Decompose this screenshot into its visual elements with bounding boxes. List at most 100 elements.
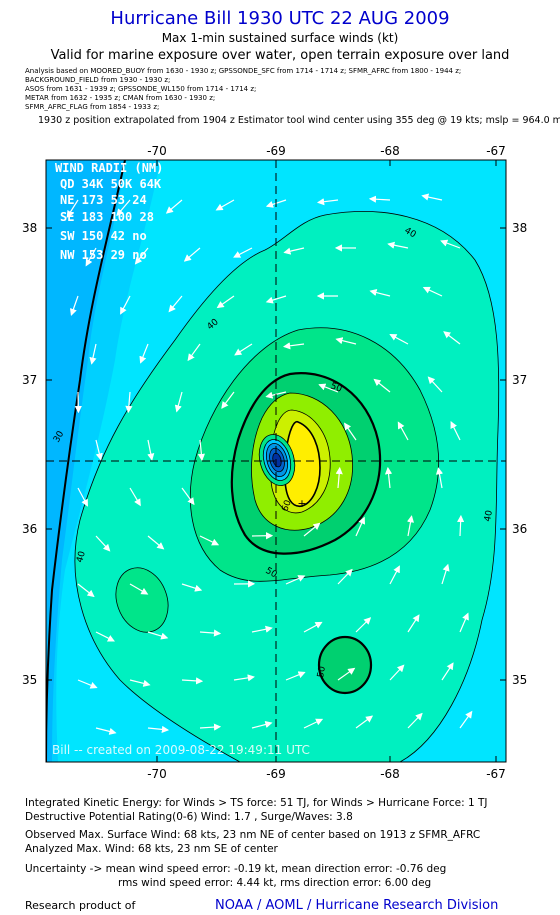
- wind-vector: [95, 535, 111, 552]
- wind-vector: [427, 376, 443, 393]
- wind-vector: [199, 535, 220, 546]
- wind-vector: [421, 193, 443, 201]
- wind-vector: [181, 487, 195, 506]
- wind-vector: [181, 677, 204, 685]
- analysis-line: ASOS from 1631 - 1939 z; GPSSONDE_WL150 …: [25, 85, 257, 93]
- wind-vector: [337, 568, 353, 585]
- contour-label: 40: [75, 550, 88, 564]
- wind-vector: [251, 625, 273, 633]
- contour-label: 50: [316, 665, 328, 678]
- wind-vector: [265, 199, 287, 208]
- wind-vector: [459, 612, 469, 633]
- wind-vector: [335, 466, 343, 489]
- wind-vector: [397, 421, 409, 441]
- contour-label: 40: [483, 509, 495, 522]
- wind-vector: [66, 199, 79, 218]
- wind-vector: [95, 631, 115, 642]
- lat-tick-label: 37: [22, 373, 37, 387]
- wind-radii-row: SW 150 42 no: [60, 229, 147, 243]
- wind-vector: [373, 378, 391, 393]
- wind-vector: [77, 679, 98, 689]
- lat-tick-label: 35: [22, 673, 37, 687]
- research-label: Research product of: [25, 899, 136, 912]
- wind-field: +: [46, 160, 506, 762]
- wind-vector: [368, 195, 391, 203]
- lon-tick-label: -70: [147, 767, 167, 781]
- wind-vector: [355, 715, 374, 729]
- wind-vector: [316, 198, 339, 206]
- wind-vector: [265, 295, 287, 304]
- wind-vector: [318, 383, 339, 393]
- wind-vector: [116, 199, 131, 217]
- wind-vector: [183, 247, 201, 262]
- lon-tick-label: -70: [147, 144, 167, 158]
- wind-vector: [285, 575, 306, 585]
- wind-radii-row: NW 153 29 no: [60, 248, 147, 262]
- lat-tick-label: 38: [512, 221, 527, 235]
- wind-vector: [199, 629, 222, 637]
- lat-tick-label: 36: [22, 522, 37, 536]
- wind-vector: [215, 199, 235, 211]
- wind-vector: [95, 727, 117, 735]
- wind-vector: [355, 516, 366, 537]
- wind-vector: [443, 331, 461, 345]
- analysis-line: Analysis based on MOORED_BUOY from 1630 …: [25, 67, 462, 75]
- wind-vector: [389, 664, 405, 681]
- wind-vector: [168, 295, 183, 313]
- outer-band: [46, 160, 125, 762]
- lon-tick-label: -69: [266, 144, 286, 158]
- rms-line: rms wind speed error: 4.44 kt, rms direc…: [118, 877, 432, 889]
- wind-vector: [344, 422, 357, 441]
- wind-vector: [384, 466, 393, 489]
- wind-radii-table: WIND RADII (NM) QD 34K 50K 64K NE 173 53…: [55, 161, 163, 262]
- wind-vector: [303, 718, 324, 729]
- wind-vector: [147, 439, 155, 461]
- wind-vector: [129, 583, 149, 595]
- wind-vector: [234, 343, 253, 356]
- wind-vector: [335, 337, 357, 345]
- wind-vector: [134, 247, 149, 265]
- wind-radii-header: QD 34K 50K 64K: [60, 177, 162, 191]
- chart-title: Hurricane Bill 1930 UTC 22 AUG 2009: [110, 8, 450, 29]
- uncertainty-line: Uncertainty -> mean wind speed error: -0…: [25, 863, 447, 875]
- wind-vector: [407, 712, 423, 729]
- lat-ticks-left: 38 37 36 35: [22, 221, 37, 687]
- wind-vector: [165, 199, 183, 214]
- lon-ticks-top: -70 -69 -68 -67: [147, 144, 506, 158]
- wind-vector: [69, 295, 79, 317]
- wind-vector: [407, 614, 420, 633]
- analysis-line: BACKGROUND_FIELD from 1930 - 1930 z;: [25, 76, 171, 84]
- wind-vector: [459, 710, 473, 729]
- wind-vector: [233, 247, 253, 258]
- wind-vector: [435, 467, 444, 489]
- contour-label: 60: [280, 499, 293, 513]
- position-note: 1930 z position extrapolated from 1904 z…: [38, 115, 560, 126]
- analysis-line: METAR from 1632 - 1935 z; CMAN from 1630…: [25, 94, 216, 102]
- wind-map: + 30 40 40 40 40 50 50 50 60 -70 -69 -68…: [22, 144, 527, 781]
- wind-vector: [216, 295, 235, 309]
- lon-tick-label: -68: [380, 144, 400, 158]
- credit-line: Bill -- created on 2009-08-22 19:49:11 U…: [52, 743, 310, 757]
- research-org-link[interactable]: NOAA / AOML / Hurricane Research Divisio…: [215, 898, 499, 913]
- wind-vector: [303, 522, 321, 537]
- wind-vector: [387, 241, 409, 249]
- wind-vector: [285, 671, 306, 681]
- wind-vector: [187, 343, 201, 362]
- wind-vector: [389, 333, 409, 345]
- wind-vector: [95, 439, 103, 461]
- wind-vector: [389, 565, 400, 585]
- wind-vector: [147, 725, 170, 734]
- lon-ticks-bottom: -70 -69 -68 -67: [147, 767, 506, 781]
- wind-vector: [283, 247, 305, 255]
- analysis-line: SFMR_AFRC_FLAG from 1854 - 1933 z;: [25, 103, 160, 111]
- lat-tick-label: 38: [22, 221, 37, 235]
- lat-tick-label: 35: [512, 673, 527, 687]
- wind-vector: [199, 723, 222, 731]
- wind-vector: [139, 343, 149, 364]
- wind-vector: [120, 295, 131, 315]
- wind-vector: [369, 289, 391, 297]
- wind-radii-title: WIND RADII (NM): [55, 161, 163, 175]
- core-max: [284, 420, 321, 507]
- wind-vector: [441, 563, 450, 585]
- lat-ticks-right: 38 37 36 35: [512, 221, 527, 687]
